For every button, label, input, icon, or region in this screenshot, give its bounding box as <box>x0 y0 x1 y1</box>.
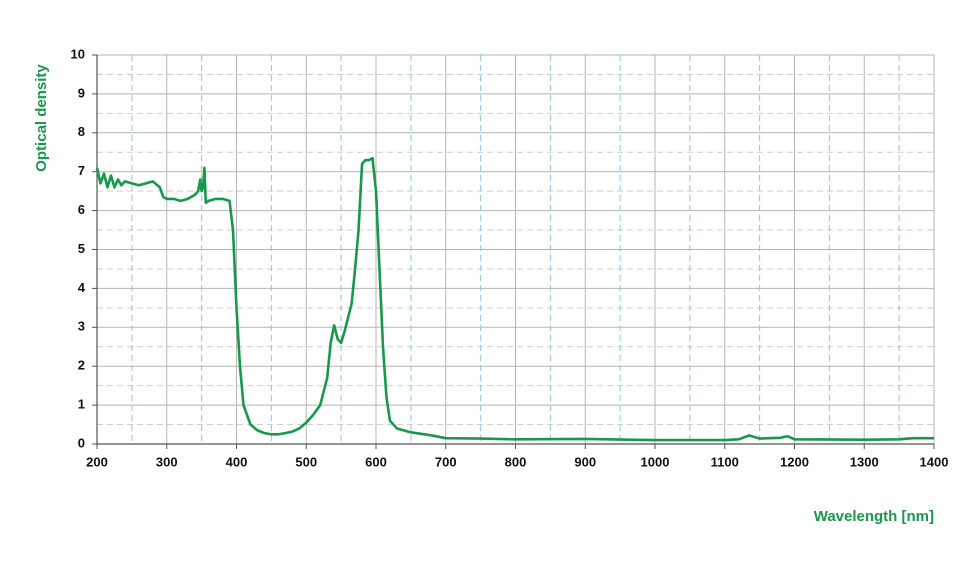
y-axis-title: Optical density <box>33 64 50 172</box>
x-tick-label: 1100 <box>711 454 739 469</box>
x-axis-title: Wavelength [nm] <box>814 508 934 525</box>
x-tick-label: 1200 <box>780 454 809 469</box>
y-tick-label: 3 <box>78 319 85 334</box>
x-tick-label: 400 <box>226 454 248 469</box>
y-tick-label: 8 <box>78 124 85 139</box>
x-tick-label: 1400 <box>920 454 949 469</box>
y-tick-label: 6 <box>78 202 85 217</box>
x-tick-label: 800 <box>505 454 527 469</box>
x-tick-label: 600 <box>365 454 387 469</box>
data-line <box>95 156 934 442</box>
x-tick-label: 1000 <box>641 454 670 469</box>
x-tick-label: 1300 <box>850 454 879 469</box>
y-tick-label: 7 <box>78 163 85 178</box>
y-tick-label: 0 <box>78 435 85 450</box>
y-tick-label: 10 <box>71 46 85 61</box>
x-tick-label: 700 <box>435 454 457 469</box>
x-tick-label: 500 <box>295 454 317 469</box>
x-tick-label: 200 <box>86 454 108 469</box>
y-tick-label: 9 <box>78 85 85 100</box>
x-tick-label: 300 <box>156 454 178 469</box>
y-tick-label: 1 <box>78 397 85 412</box>
y-tick-label: 5 <box>78 241 85 256</box>
y-tick-label: 2 <box>78 358 85 373</box>
y-tick-label: 4 <box>78 280 86 295</box>
x-tick-label: 900 <box>574 454 596 469</box>
